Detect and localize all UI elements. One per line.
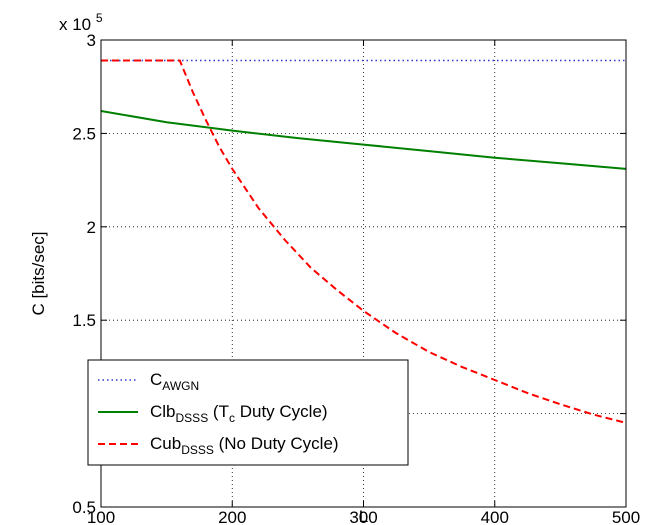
legend-box [87,359,409,466]
y-tick-label: 1.5 [72,311,96,330]
series-lines [100,59,627,424]
legend-label-clb-rest-subscript: c [229,411,235,425]
y-tick-label: 0.5 [72,498,96,517]
x-tick-label: 200 [218,508,246,525]
legend-label-cub-rest-1: (No Duty Cycle) [214,434,339,453]
x-tick-label: 300 [349,508,377,525]
legend-label-clb-rest-1: (T [208,402,229,421]
x-tick-label: 400 [481,508,509,525]
y-tick-label: 2.5 [72,124,96,143]
legend-label-awgn-name: C [150,370,162,389]
y-axis-label: C [bits/sec] [29,231,48,315]
y-tick-label: 3 [87,31,96,50]
x-tick-label: 500 [612,508,640,525]
legend-label-cub-subscript: DSSS [181,443,214,457]
x-tick-label: 100 [87,508,115,525]
y-axis-multiplier-base: x 10 [59,15,91,34]
series-line-1 [100,110,627,170]
legend-label-clb: ClbDSSS (Tc Duty Cycle) [150,402,328,425]
series-line-2 [101,59,627,424]
legend-label-cub-name: Cub [150,434,181,453]
legend-label-cub: CubDSSS (No Duty Cycle) [150,434,339,457]
legend-label-clb-subscript: DSSS [176,411,209,425]
ticks [100,39,627,508]
y-axis-multiplier: x 10 5 [59,11,103,34]
legend-label-clb-name: Clb [150,402,176,421]
y-axis-multiplier-exponent: 5 [96,11,103,25]
legend-label-clb-rest-2: Duty Cycle) [235,402,328,421]
legend-label-awgn-subscript: AWGN [162,379,199,393]
x-axis-label: L [359,507,368,525]
legend-label-awgn: CAWGN [150,370,199,393]
y-tick-label: 2 [87,218,96,237]
legend: CAWGN ClbDSSS (Tc Duty Cycle) CubDSSS (N… [87,359,409,466]
